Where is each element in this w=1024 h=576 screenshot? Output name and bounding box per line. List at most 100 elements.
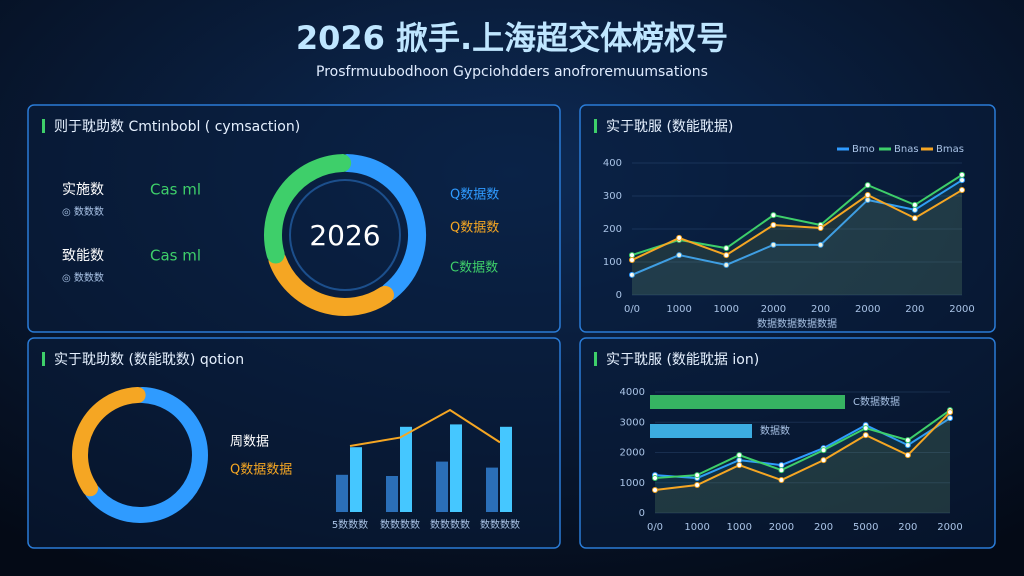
- x-tick-label: 200: [898, 522, 917, 533]
- bar: [500, 426, 512, 512]
- point: [652, 487, 658, 494]
- ring-segment: [338, 154, 426, 301]
- point: [770, 241, 777, 248]
- y-tick-label: 300: [603, 191, 622, 202]
- x-tick-label: 200: [811, 304, 830, 315]
- point: [904, 452, 911, 459]
- stat-label: 实施数: [62, 182, 104, 198]
- point: [736, 462, 743, 469]
- subtitle: Prosfrmuubodhoon Gypciohdders anofroremu…: [316, 64, 708, 80]
- title-marker: [42, 119, 45, 133]
- point: [959, 171, 965, 178]
- bar: [486, 467, 498, 512]
- point: [694, 472, 701, 479]
- point: [817, 241, 824, 248]
- point: [629, 271, 635, 278]
- point: [947, 409, 953, 416]
- stat-note: ◎ 数数数: [62, 271, 104, 284]
- y-tick-label: 2000: [620, 448, 645, 459]
- panel-title: 实于耽服 (数能耽据 ion): [606, 352, 759, 368]
- panel: [27, 337, 561, 549]
- ring-segment: [268, 250, 394, 316]
- x-tick-label: 0/0: [624, 304, 640, 315]
- title-marker: [594, 352, 597, 366]
- x-tick-label: 5000: [853, 522, 878, 533]
- line: [631, 179, 963, 276]
- y-tick-label: 1000: [620, 478, 645, 489]
- point: [820, 457, 827, 464]
- x-tick-label: 200: [905, 304, 924, 315]
- line: [654, 411, 951, 492]
- point: [778, 462, 785, 469]
- point: [862, 432, 869, 439]
- x-tick-label: 2000: [855, 304, 880, 315]
- title-marker: [42, 352, 45, 366]
- ring-segment: [84, 387, 208, 523]
- hbar-label: C数据数据: [853, 395, 900, 408]
- point: [723, 245, 730, 252]
- panel-title: 则于耽助数 Cmtinbobl ( cymsaction): [54, 119, 300, 135]
- x-tick-label: 数数数数: [430, 518, 470, 531]
- x-tick-label: 1000: [714, 304, 739, 315]
- y-tick-label: 0: [639, 508, 645, 519]
- line-area: [632, 174, 962, 295]
- point: [947, 415, 953, 422]
- segment-label: Q数据数: [450, 188, 499, 203]
- point: [864, 192, 871, 199]
- x-tick-label: 2000: [949, 304, 974, 315]
- y-tick-label: 4000: [620, 387, 645, 398]
- bar: [386, 476, 398, 512]
- x-tick-label: 数数数数: [480, 518, 520, 531]
- panel-title: 实于耽助数 (数能耽数) qotion: [54, 352, 244, 368]
- line: [631, 189, 963, 261]
- point: [629, 257, 635, 264]
- point: [864, 182, 871, 189]
- x-tick-label: 2000: [761, 304, 786, 315]
- legend-label: Bmo: [852, 144, 875, 155]
- ring-segment: [264, 154, 352, 264]
- hbar: [650, 395, 845, 409]
- stat-value: Cas ml: [150, 181, 201, 199]
- ring-label: 周数据: [230, 435, 269, 450]
- line-area: [655, 410, 950, 513]
- point: [862, 425, 869, 432]
- line: [349, 408, 501, 447]
- stat-label: 致能数: [62, 248, 104, 264]
- segment-label: Q数据数: [450, 221, 499, 236]
- point: [676, 252, 683, 259]
- bar: [436, 461, 448, 512]
- hbar-label: 数据数: [760, 424, 790, 437]
- hbar: [650, 424, 752, 438]
- bar: [400, 426, 412, 512]
- panel: [27, 104, 561, 333]
- point: [817, 225, 824, 232]
- title-marker: [594, 119, 597, 133]
- point: [904, 437, 911, 444]
- title: 2026 掀手.上海超交体榜权号: [296, 19, 728, 57]
- line: [654, 417, 951, 480]
- y-tick-label: 400: [603, 158, 622, 169]
- line: [654, 409, 951, 480]
- x-tick-label: 2000: [769, 522, 794, 533]
- y-tick-label: 200: [603, 224, 622, 235]
- stat-value: Cas ml: [150, 247, 201, 265]
- center-label: 2026: [309, 219, 380, 252]
- segment-label: C数据数: [450, 261, 498, 276]
- x-tick-label: 200: [814, 522, 833, 533]
- stat-note: ◎ 数数数: [62, 205, 104, 218]
- ring-segment: [72, 387, 146, 497]
- panel-title: 实于耽服 (数能耽据): [606, 119, 733, 135]
- bar: [336, 474, 348, 512]
- x-tick-label: 1000: [666, 304, 691, 315]
- x-tick-label: 5数数数: [332, 518, 368, 531]
- point: [770, 222, 777, 229]
- x-tick-label: 1000: [727, 522, 752, 533]
- point: [629, 252, 635, 259]
- line-area: [632, 180, 962, 295]
- point: [778, 477, 785, 484]
- point: [676, 234, 683, 241]
- point: [723, 261, 730, 268]
- y-tick-label: 100: [603, 257, 622, 268]
- legend-label: Bmas: [936, 144, 964, 155]
